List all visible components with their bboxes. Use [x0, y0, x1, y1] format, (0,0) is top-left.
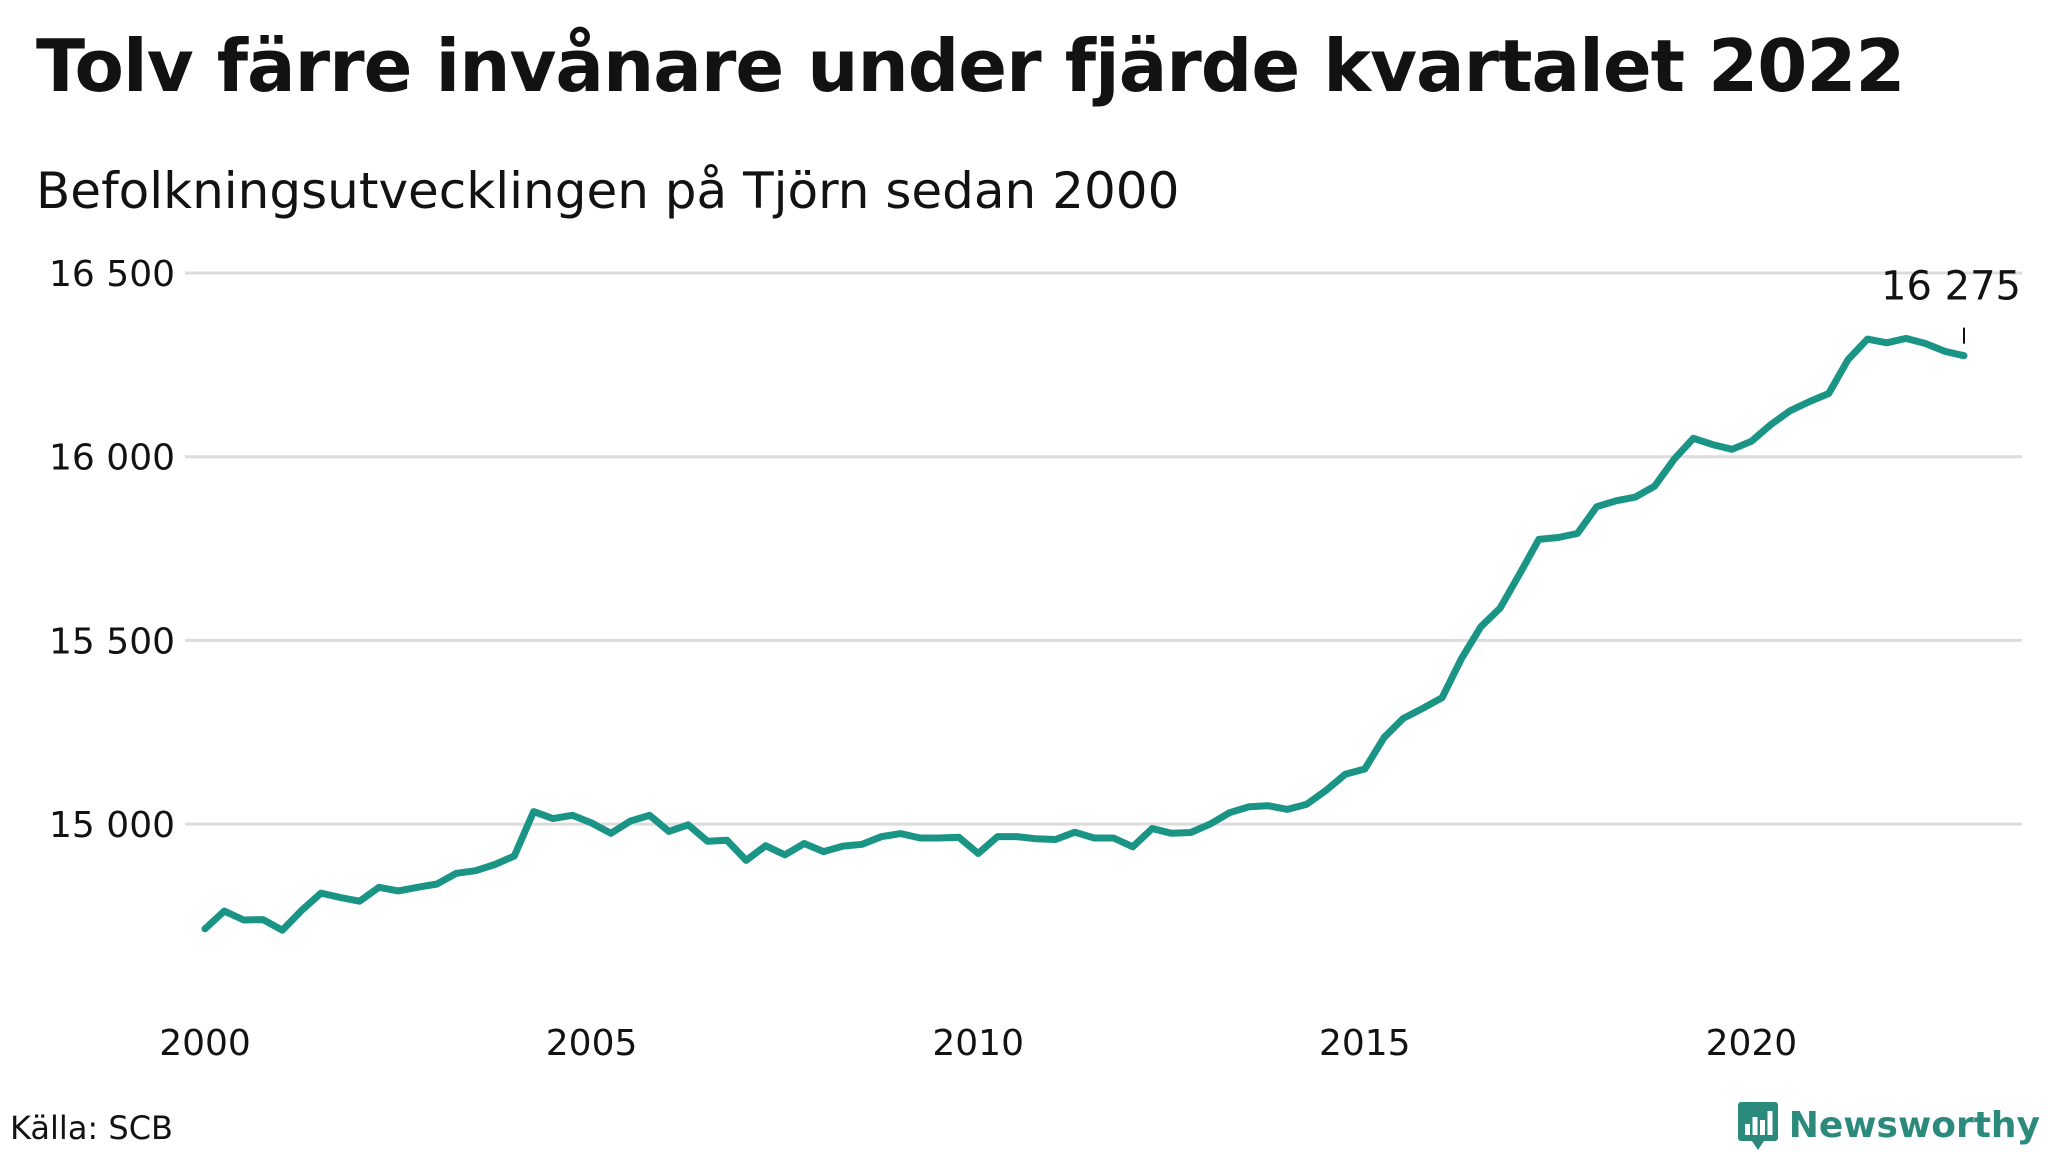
x-axis-tick-labels: 2000 2005 2010 2015 2020: [159, 1023, 1797, 1064]
annotations: 16 275: [1881, 264, 2021, 344]
x-tick-label-2005: 2005: [546, 1023, 638, 1064]
x-tick-label-2000: 2000: [159, 1023, 251, 1064]
gridlines: [185, 271, 2022, 826]
y-axis-tick-labels: 15 000 15 500 16 000 16 500: [49, 254, 175, 846]
annotation-label-0: 16 275: [1881, 264, 2021, 310]
x-tick-label-2015: 2015: [1319, 1023, 1411, 1064]
y-tick-label-15000: 15 000: [49, 805, 175, 846]
y-tick-label-16000: 16 000: [49, 438, 175, 479]
brand-logo-block: Newsworthy: [1737, 1100, 2040, 1152]
y-tick-label-16500: 16 500: [49, 254, 175, 295]
brand-name: Newsworthy: [1788, 1105, 2040, 1146]
chart-title: Tolv färre invånare under fjärde kvartal…: [36, 24, 1906, 108]
x-tick-label-2020: 2020: [1706, 1023, 1798, 1064]
line-chart: 15 000 15 500 16 000 16 500 2000 2005 2010 201…: [49, 254, 2022, 1064]
chart-subtitle: Befolkningsutvecklingen på Tjörn sedan 2…: [36, 162, 1180, 220]
series-layer: [201, 334, 1968, 934]
newsworthy-logo-icon: [1737, 1102, 1778, 1150]
x-tick-label-2010: 2010: [932, 1023, 1024, 1064]
series-line-0: [201, 334, 1968, 934]
source-note: Källa: SCB: [10, 1109, 173, 1147]
y-tick-label-15500: 15 500: [49, 621, 175, 662]
